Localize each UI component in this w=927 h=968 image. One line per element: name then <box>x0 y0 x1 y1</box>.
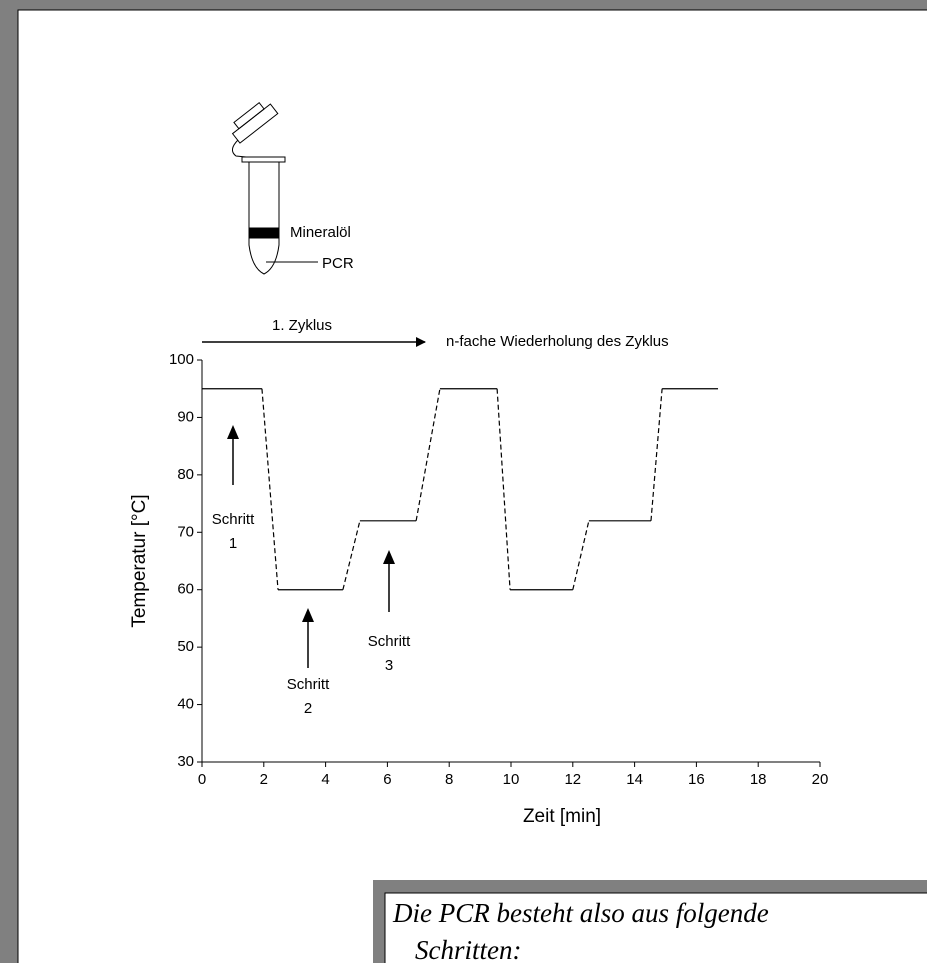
x-tick-label: 4 <box>321 771 329 788</box>
x-tick-label: 20 <box>812 771 829 788</box>
temperature-line <box>261 388 663 590</box>
y-tick-label: 30 <box>177 753 194 770</box>
text-box-line: Schritten: <box>415 935 521 963</box>
cycle-label: 1. Zyklus <box>272 317 332 334</box>
x-tick-label: 10 <box>503 771 520 788</box>
repeat-label: n-fache Wiederholung des Zyklus <box>446 333 669 350</box>
tube-label: Mineralöl <box>290 224 351 241</box>
step-arrowhead <box>227 425 239 439</box>
x-tick-label: 2 <box>260 771 268 788</box>
step-number: 2 <box>304 700 312 717</box>
x-tick-label: 16 <box>688 771 705 788</box>
tube-label: PCR <box>322 255 354 272</box>
x-tick-label: 12 <box>564 771 581 788</box>
step-arrowhead <box>302 608 314 622</box>
temperature-line <box>202 388 719 591</box>
text-box <box>384 892 927 968</box>
slide-area <box>17 9 927 968</box>
y-tick-label: 60 <box>177 581 194 598</box>
y-tick-label: 90 <box>177 408 194 425</box>
x-tick-label: 14 <box>626 771 643 788</box>
text-box-line: Die PCR besteht also aus folgende <box>392 898 769 928</box>
step-number: 1 <box>229 535 237 552</box>
step-number: 3 <box>385 657 393 674</box>
y-tick-label: 100 <box>169 351 194 368</box>
step-label: Schritt <box>368 633 411 650</box>
step-label: Schritt <box>212 511 255 528</box>
y-tick-label: 80 <box>177 466 194 483</box>
y-axis-title: Temperatur [°C] <box>129 494 150 627</box>
x-tick-label: 6 <box>383 771 391 788</box>
step-label: Schritt <box>287 676 330 693</box>
x-axis-title: Zeit [min] <box>523 806 601 827</box>
y-tick-label: 50 <box>177 638 194 655</box>
step-arrowhead <box>383 550 395 564</box>
x-tick-label: 8 <box>445 771 453 788</box>
y-tick-label: 70 <box>177 523 194 540</box>
x-tick-label: 0 <box>198 771 206 788</box>
x-tick-label: 18 <box>750 771 767 788</box>
y-tick-label: 40 <box>177 696 194 713</box>
tube <box>231 102 318 275</box>
